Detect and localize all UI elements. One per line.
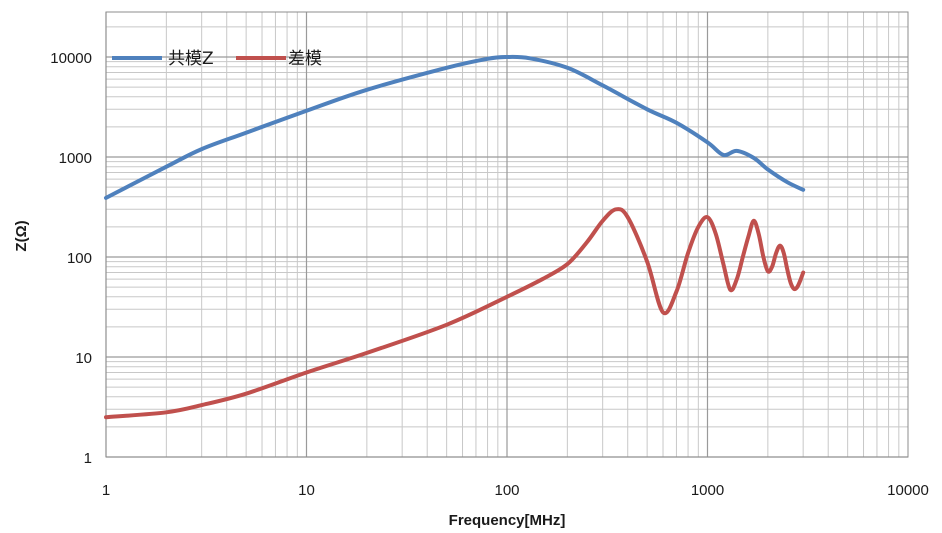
x-axis-title: Frequency[MHz] — [449, 512, 566, 529]
x-tick-label: 10000 — [887, 482, 929, 499]
x-tick-label: 1 — [102, 482, 110, 499]
y-tick-label: 10 — [75, 350, 92, 367]
legend: 共模Z 差模 — [112, 49, 322, 69]
x-tick-label: 100 — [494, 482, 519, 499]
y-axis-title: Z(Ω) — [13, 220, 30, 251]
x-tick-label: 10 — [298, 482, 315, 499]
plot-area-border — [105, 11, 909, 458]
x-tick-label: 1000 — [691, 482, 724, 499]
legend-label: 共模Z — [168, 49, 214, 69]
y-tick-label: 10000 — [50, 50, 92, 67]
series-line-common-mode — [104, 54, 806, 200]
y-tick-labels: 1 10 100 1000 10000 — [50, 50, 92, 467]
y-tick-label: 100 — [67, 250, 92, 267]
legend-label: 差模 — [288, 49, 322, 69]
series-line-differential-mode — [104, 207, 806, 420]
y-tick-label: 1000 — [59, 150, 92, 167]
x-tick-labels: 1 10 100 1000 10000 — [102, 482, 929, 499]
series-layer — [104, 54, 806, 420]
y-tick-label: 1 — [84, 450, 92, 467]
